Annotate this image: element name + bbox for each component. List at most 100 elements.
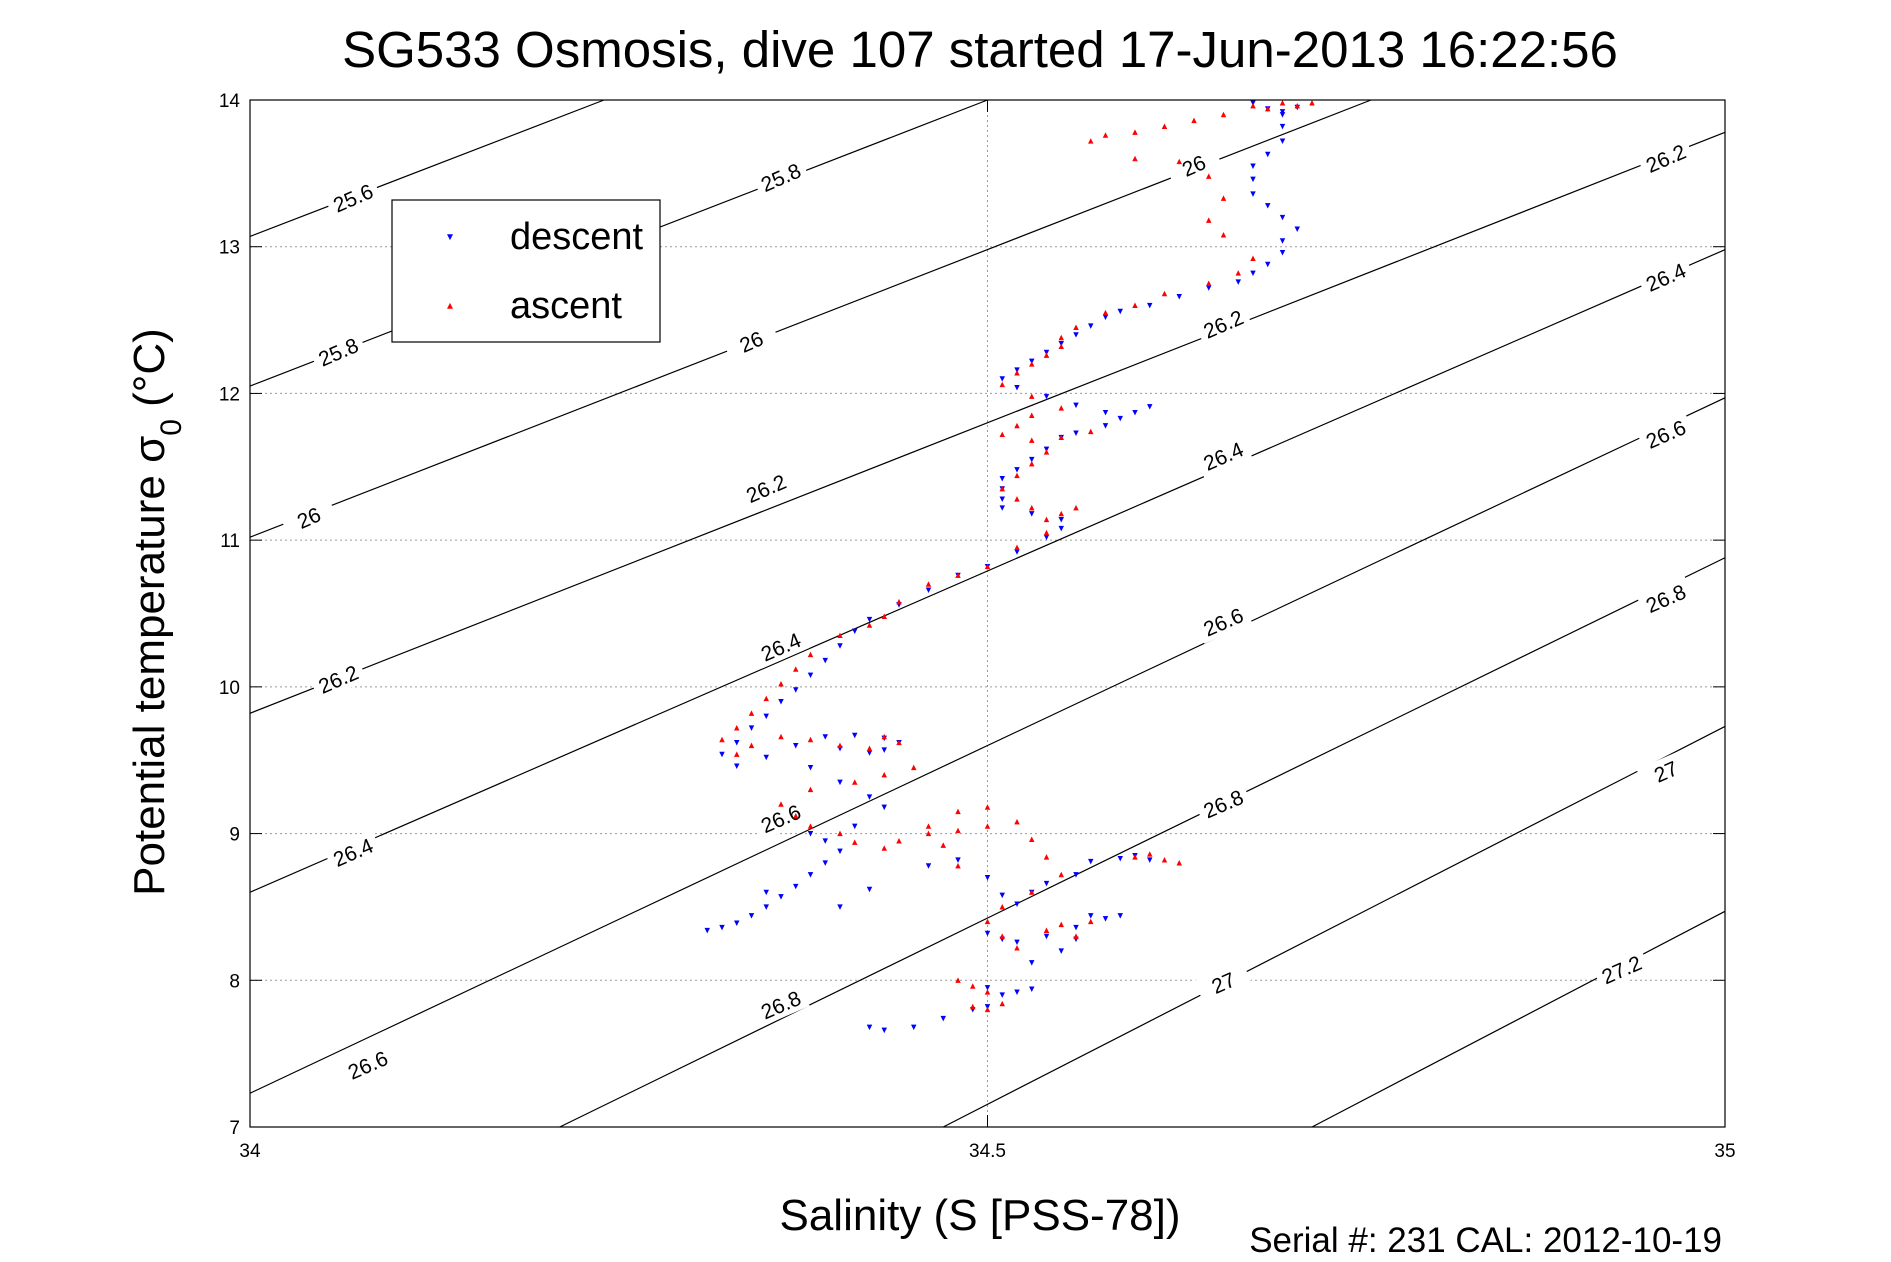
- descent-point: [1279, 238, 1286, 244]
- y-tick-label: 10: [219, 678, 240, 699]
- series-descent: [704, 100, 1300, 1034]
- contour-line-27-2: [1311, 910, 1726, 1128]
- contour-line-26-6: [249, 397, 1726, 1094]
- ascent-point: [778, 801, 784, 807]
- ascent-point: [1102, 132, 1109, 138]
- contour-label-background: [1592, 946, 1651, 992]
- ascent-point: [1058, 921, 1064, 928]
- descent-point: [807, 872, 814, 878]
- ascent-point: [1014, 544, 1020, 551]
- ascent-point: [1014, 472, 1020, 479]
- descent-point: [852, 732, 858, 739]
- ascent-point: [793, 666, 799, 672]
- ascent-point: [1220, 195, 1227, 201]
- ascent-point: [896, 598, 902, 605]
- descent-point: [1088, 323, 1094, 329]
- contour-line-26-4: [249, 249, 1726, 893]
- descent-point: [1279, 109, 1286, 115]
- descent-point: [866, 616, 873, 623]
- ascent-point: [896, 837, 902, 844]
- contour-label-background: [1194, 960, 1253, 1005]
- descent-point: [1250, 176, 1256, 183]
- ascent-point: [1161, 290, 1168, 297]
- ascent-point: [999, 381, 1005, 388]
- descent-point: [1058, 948, 1064, 954]
- descent-point: [1265, 151, 1271, 158]
- descent-point: [1029, 986, 1035, 993]
- descent-point: [1102, 409, 1109, 416]
- descent-point: [852, 823, 858, 830]
- ascent-point: [984, 804, 991, 810]
- y-axis-label: Potential temperature σ0 (°C): [125, 328, 188, 896]
- contour-label-background: [323, 829, 382, 875]
- descent-point: [1073, 872, 1079, 878]
- ascent-point: [1132, 155, 1138, 162]
- descent-point: [822, 657, 828, 664]
- descent-point: [1250, 100, 1256, 106]
- descent-point: [1265, 261, 1271, 268]
- descent-point: [1265, 203, 1271, 209]
- x-axis-label: Salinity (S [PSS-78]): [779, 1191, 1180, 1240]
- descent-point: [793, 687, 799, 693]
- ascent-point: [778, 681, 784, 687]
- descent-point: [940, 1015, 946, 1022]
- ascent-point: [837, 632, 843, 639]
- ascent-point: [955, 977, 961, 983]
- ascent-point: [1073, 933, 1079, 939]
- ascent-point: [1073, 504, 1079, 511]
- ascent-point: [1102, 309, 1109, 316]
- ascent-point: [1176, 158, 1182, 165]
- descent-point: [748, 913, 755, 919]
- ascent-point: [955, 572, 961, 578]
- ascent-point: [1058, 405, 1064, 411]
- descent-point: [852, 628, 858, 635]
- descent-point: [822, 860, 828, 866]
- ascent-point: [984, 989, 991, 995]
- ascent-point: [984, 563, 991, 570]
- ascent-point: [1132, 854, 1138, 860]
- legend-label-ascent: ascent: [510, 285, 622, 327]
- ascent-point: [1265, 105, 1271, 112]
- ascent-point: [748, 710, 755, 716]
- descent-point: [1029, 960, 1035, 966]
- descent-point: [1088, 858, 1094, 865]
- descent-point: [1029, 358, 1035, 365]
- ascent-point: [1014, 818, 1020, 825]
- descent-point: [763, 904, 769, 910]
- descent-point: [1043, 393, 1050, 400]
- ascent-point: [1043, 516, 1050, 523]
- descent-point: [866, 1024, 873, 1031]
- ascent-point: [866, 622, 873, 628]
- ascent-point: [1058, 871, 1064, 878]
- descent-point: [793, 742, 799, 749]
- descent-point: [763, 754, 769, 761]
- ascent-point: [1043, 352, 1050, 358]
- ascent-point: [1058, 334, 1064, 341]
- x-tick-label: 34: [239, 1141, 261, 1162]
- descent-point: [837, 848, 843, 855]
- ascent-point: [1073, 324, 1079, 330]
- contour-label-background: [1164, 142, 1223, 188]
- descent-point: [1235, 279, 1241, 285]
- descent-point: [1014, 939, 1020, 946]
- descent-point: [1014, 467, 1020, 473]
- ascent-point: [1206, 217, 1212, 223]
- ascent-point: [1014, 496, 1020, 502]
- ascent-point: [1132, 302, 1138, 308]
- ascent-point: [866, 745, 873, 752]
- contour-label-background: [1194, 301, 1253, 346]
- descent-point: [1250, 163, 1256, 169]
- descent-point: [1043, 933, 1050, 940]
- legend-box: [391, 199, 661, 343]
- ascent-point: [984, 918, 991, 925]
- descent-point: [1058, 517, 1064, 523]
- descent-point: [881, 747, 887, 753]
- ascent-point: [940, 842, 946, 848]
- descent-point: [1132, 409, 1138, 416]
- descent-point: [1102, 423, 1109, 429]
- descent-point: [1102, 916, 1109, 922]
- ascent-point: [1147, 851, 1153, 857]
- contour-line-27: [942, 725, 1726, 1128]
- ascent-point: [807, 786, 814, 793]
